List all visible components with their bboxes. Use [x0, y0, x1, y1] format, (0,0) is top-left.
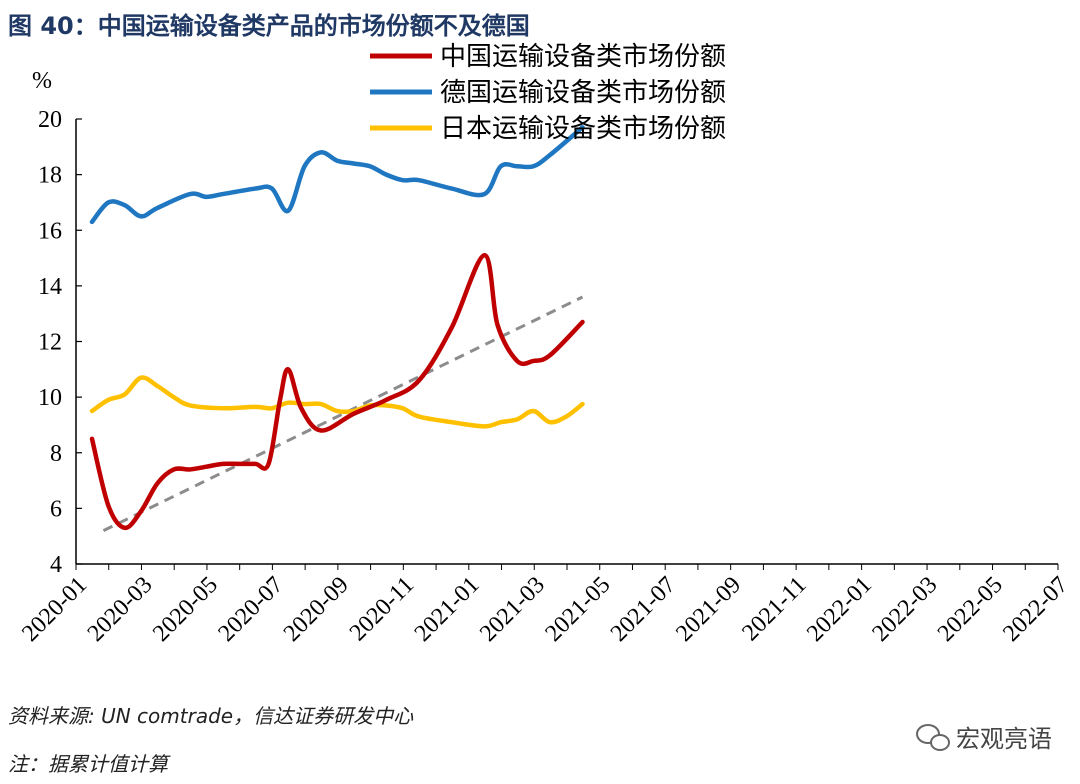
x-tick-label: 2021-11: [737, 572, 811, 646]
y-tick-label: 4: [50, 552, 62, 578]
y-axis-label: %: [32, 68, 52, 94]
source-note: 资料来源: UN comtrade，信达证券研发中心: [8, 704, 414, 728]
x-tick-label: 2022-01: [802, 572, 877, 647]
chart-title: 图 40：中国运输设备类产品的市场份额不及德国: [8, 12, 530, 40]
x-tick-label: 2020-07: [213, 572, 288, 647]
x-tick-label: 2021-05: [540, 572, 615, 647]
x-tick-label: 2021-09: [671, 572, 746, 647]
watermark: 宏观亮语: [916, 719, 1052, 754]
calc-note: 注：据累计值计算: [8, 752, 168, 776]
x-tick-label: 2021-07: [606, 572, 681, 647]
series-line-japan: [89, 375, 585, 429]
x-tick-label: 2020-01: [17, 572, 92, 647]
legend-label: 中国运输设备类市场份额: [440, 42, 726, 72]
legend-item-germany: 德国运输设备类市场份额: [370, 78, 726, 108]
x-tick-label: 2020-05: [148, 572, 223, 647]
x-tick-label: 2022-03: [867, 572, 942, 647]
x-tick-label: 2020-11: [345, 572, 419, 646]
y-tick-label: 14: [38, 274, 62, 300]
y-tick-label: 12: [38, 330, 62, 356]
line-chart: 468101214161820%2020-012020-032020-05202…: [17, 42, 1073, 647]
series-line-germany: [89, 125, 585, 225]
watermark-label: 宏观亮语: [956, 725, 1052, 753]
chart-lines: [89, 125, 585, 532]
x-tick-label: 2020-09: [279, 572, 354, 647]
x-tick-label: 2021-01: [410, 572, 485, 647]
legend-item-china: 中国运输设备类市场份额: [370, 42, 726, 72]
legend-item-japan: 日本运输设备类市场份额: [370, 114, 726, 144]
series-line-china: [89, 253, 585, 531]
y-tick-label: 8: [50, 441, 62, 467]
y-tick-label: 18: [38, 163, 62, 189]
y-tick-label: 20: [38, 107, 62, 133]
legend-label: 日本运输设备类市场份额: [440, 114, 726, 144]
x-tick-label: 2022-07: [998, 572, 1073, 647]
x-tick-label: 2022-05: [933, 572, 1008, 647]
y-tick-label: 6: [50, 496, 62, 522]
y-tick-label: 16: [38, 218, 62, 244]
x-tick-label: 2021-03: [475, 572, 550, 647]
x-tick-label: 2020-03: [83, 572, 158, 647]
legend-label: 德国运输设备类市场份额: [440, 78, 726, 108]
wechat-icon: [916, 723, 950, 751]
y-tick-label: 10: [38, 385, 62, 411]
